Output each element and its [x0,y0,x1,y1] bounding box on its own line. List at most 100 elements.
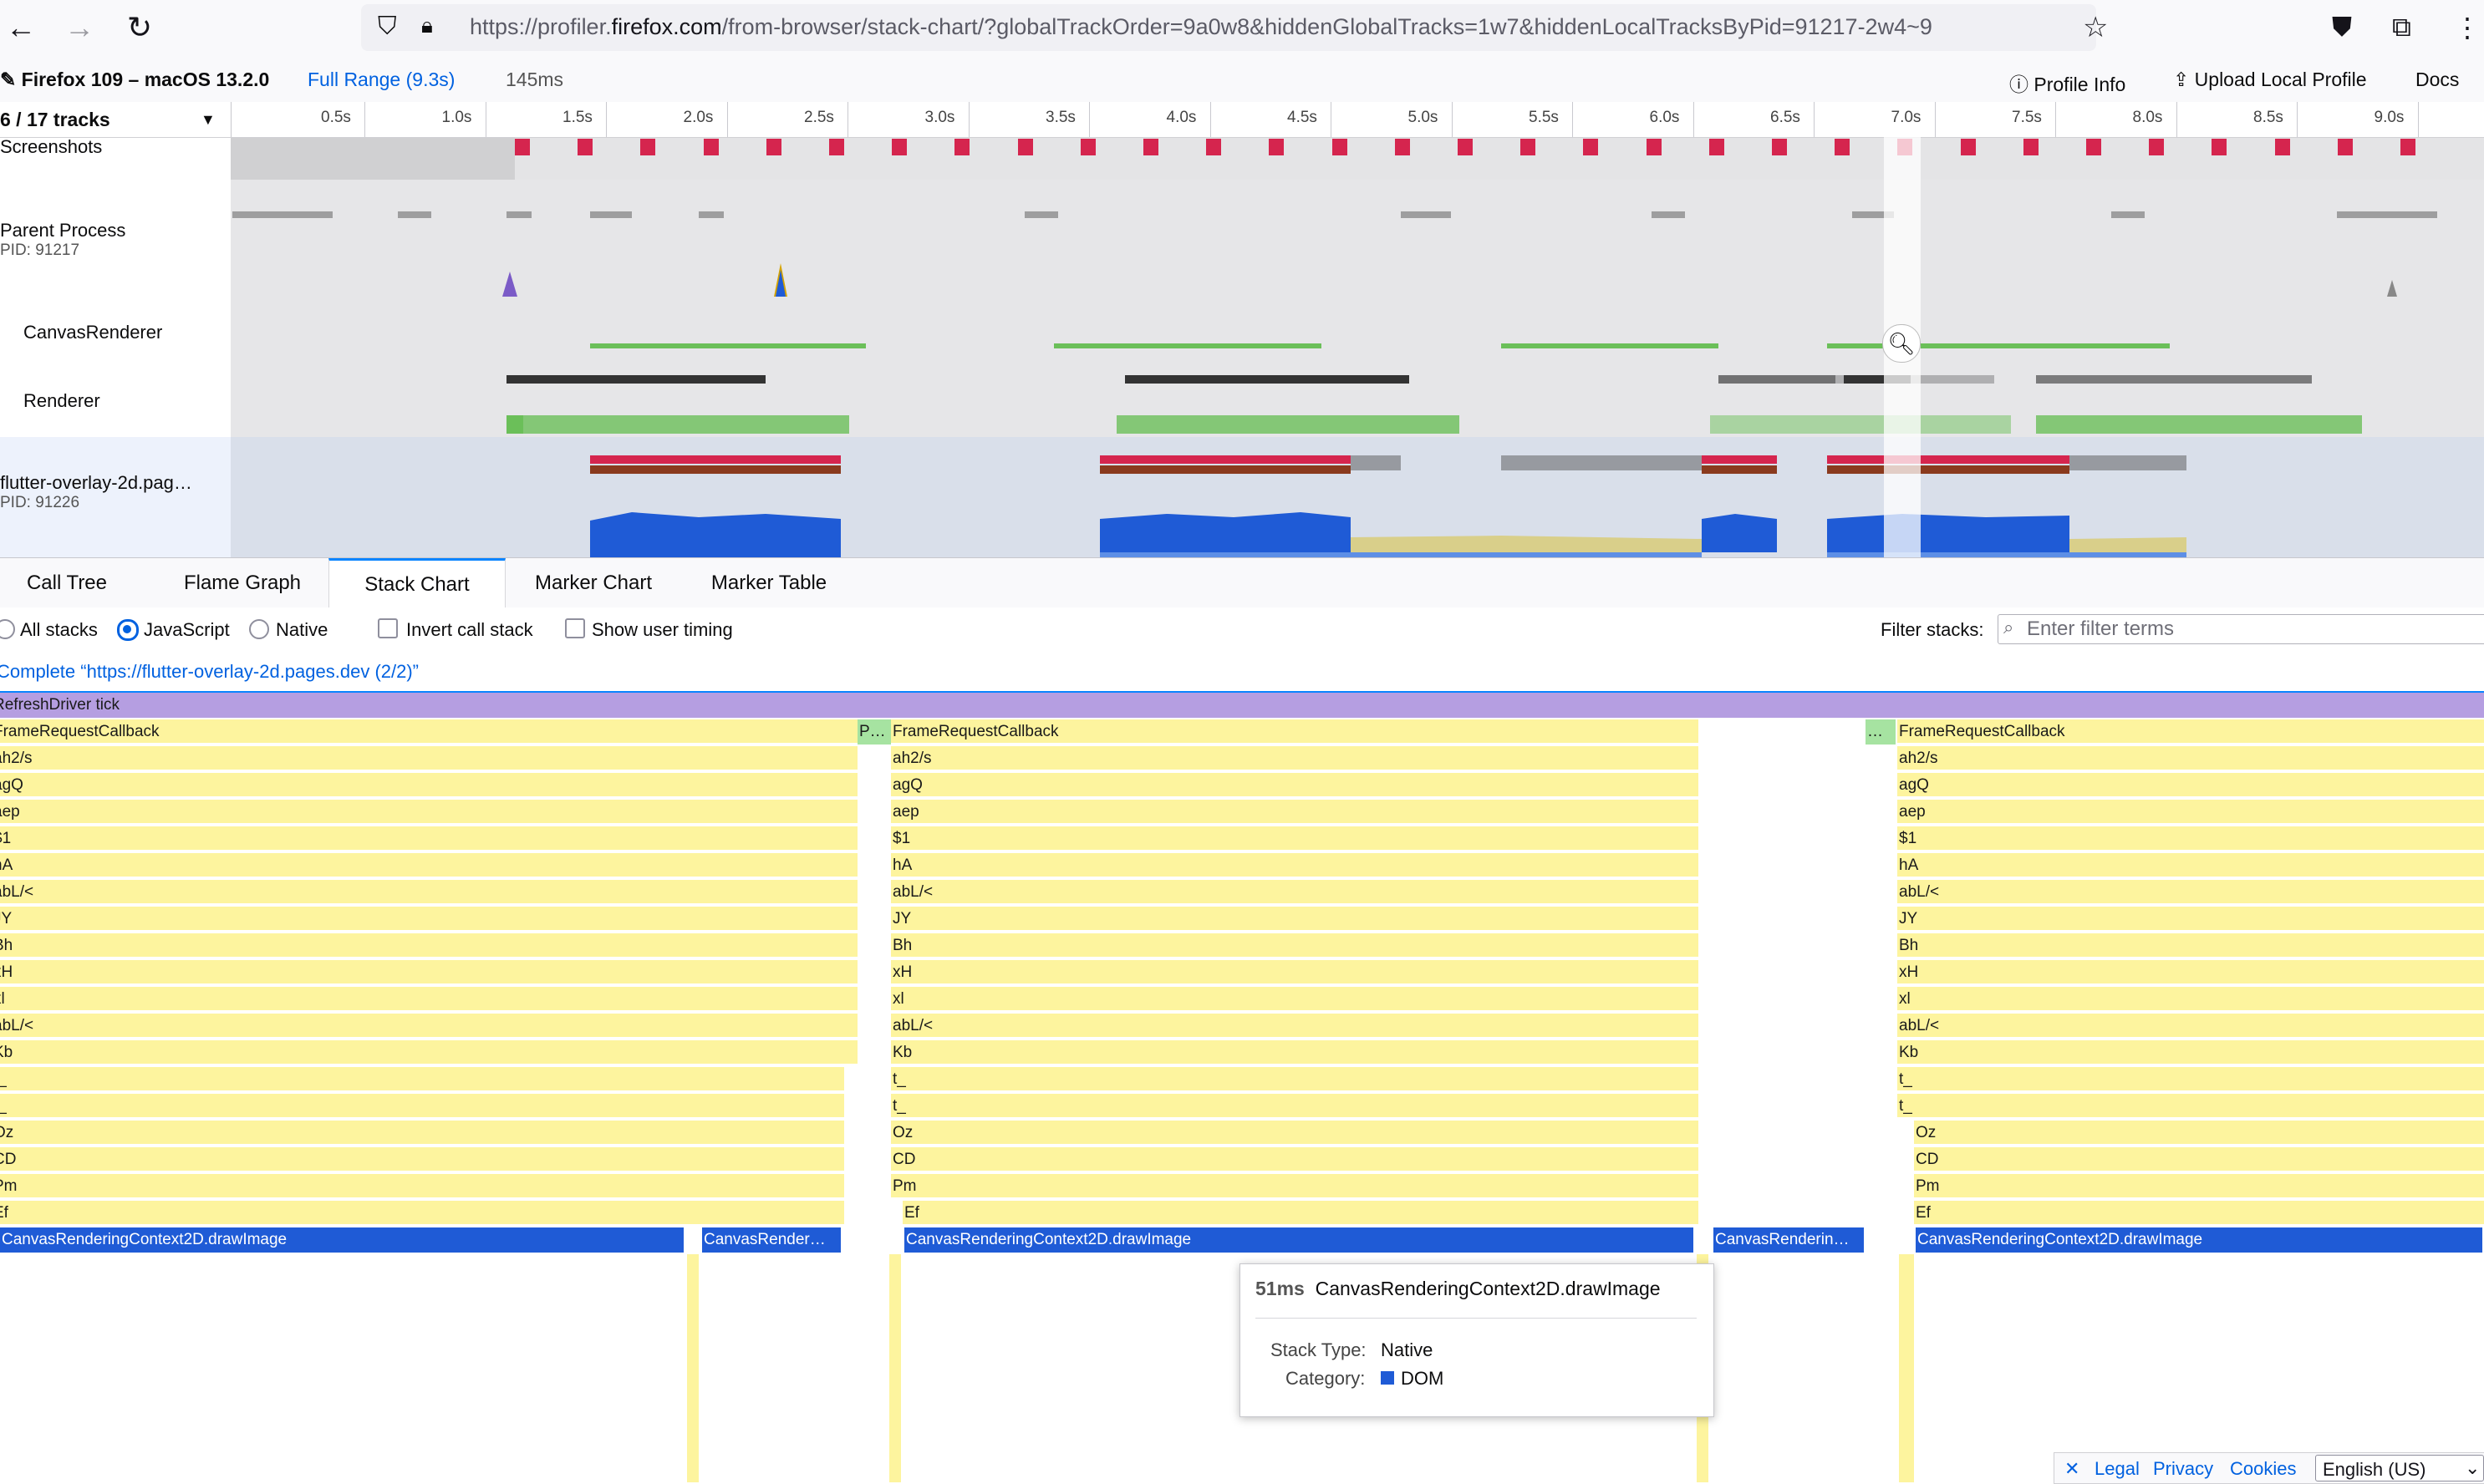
screenshot-thumbnail[interactable] [1960,139,1976,155]
stack-box-canvas-render[interactable]: CanvasRender… [702,1227,842,1253]
stack-box[interactable]: t_ [0,1067,844,1092]
stack-box[interactable]: t_ [891,1094,1698,1119]
screenshot-thumbnail[interactable] [1143,139,1158,155]
screenshot-thumbnail[interactable] [703,139,719,155]
timeline[interactable]: 6 / 17 tracks ▼ 0.5s 1.0s 1.5s 2.0s 2.5s 3.0s 3… [0,102,2484,592]
stack-box[interactable]: hA [0,853,858,878]
screenshots-track[interactable] [231,138,2484,180]
stack-box[interactable]: Kb [1897,1040,2484,1065]
screenshot-thumbnail[interactable] [829,139,844,155]
stack-strip[interactable] [1899,1254,1914,1482]
stack-box[interactable]: Pm [891,1174,1698,1199]
stack-box-short-a[interactable]: P… [858,719,891,745]
screenshot-thumbnail[interactable] [1206,139,1222,155]
parent-process-track[interactable] [231,180,2484,299]
stack-box[interactable]: FrameRequestCallback [1897,719,2484,745]
pocket-icon[interactable]: ⛊ [2332,12,2353,42]
stack-box[interactable]: Pm [0,1174,844,1199]
screenshot-thumbnail[interactable] [1394,139,1410,155]
breadcrumb[interactable]: Complete “https://flutter-overlay-2d.pag… [0,651,2484,693]
screenshot-thumbnail[interactable] [1331,139,1347,155]
screenshot-thumbnail[interactable] [640,139,656,155]
stack-box[interactable]: ah2/s [891,746,1698,771]
all-stacks-radio[interactable] [0,619,15,639]
screenshot-thumbnail[interactable] [2023,139,2039,155]
screenshot-thumbnail[interactable] [1646,139,1662,155]
filter-placeholder[interactable]: Enter filter terms [2027,617,2175,640]
stack-box[interactable]: abL/< [891,1014,1698,1039]
full-range-breadcrumb[interactable]: Full Range (9.3s) [308,69,456,90]
stack-box[interactable]: CD [891,1147,1698,1172]
show-user-timing-label[interactable]: Show user timing [592,619,733,640]
language-select[interactable]: English (US) ⌄ [2315,1455,2484,1481]
stack-box[interactable]: abL/< [1897,880,2484,905]
stack-box[interactable]: t_ [1897,1067,2484,1092]
stack-box[interactable]: CD [0,1147,844,1172]
stack-box[interactable]: aep [0,800,858,825]
stack-box[interactable]: t_ [1897,1094,2484,1119]
lock-icon[interactable]: 🔒︎ [421,13,433,38]
privacy-link[interactable]: Privacy [2153,1458,2214,1479]
javascript-radio[interactable] [117,619,139,641]
forward-icon[interactable]: → [64,10,94,44]
stack-box[interactable]: ah2/s [1897,746,2484,771]
stack-box[interactable]: t_ [891,1067,1698,1092]
stack-box-canvas-render[interactable]: CanvasRenderin… [1713,1227,1866,1253]
stack-box[interactable]: ah2/s [0,746,858,771]
stack-chart[interactable]: RefreshDriver tick FrameRequestCallbacka… [0,693,2484,1482]
stack-box[interactable]: xH [0,960,858,985]
stack-box[interactable]: xH [1897,960,2484,985]
stack-box[interactable]: Kb [891,1040,1698,1065]
tab-marker-table[interactable]: Marker Table [710,572,827,594]
screenshot-thumbnail[interactable] [2086,139,2101,155]
zoom-magnifier-icon[interactable]: 🔍︎ [1882,324,1921,363]
chevron-down-icon[interactable]: ⌄ [2465,1457,2481,1478]
selected-range[interactable] [1884,137,1921,592]
stack-box-drawimage[interactable]: CanvasRenderingContext2D.drawImage [904,1227,1695,1253]
screenshot-thumbnail[interactable] [1708,139,1724,155]
stack-box[interactable]: agQ [0,773,858,798]
tab-marker-chart[interactable]: Marker Chart [534,572,653,594]
tracking-shield-icon[interactable]: ⛉ [378,13,397,40]
stack-box[interactable]: $1 [0,826,858,851]
track-label-canvas-renderer[interactable]: CanvasRenderer [0,298,232,366]
stack-box[interactable]: JY [0,907,858,932]
stack-box[interactable]: CD [1914,1147,2484,1172]
native-label[interactable]: Native [276,619,328,640]
stack-box[interactable]: abL/< [0,880,858,905]
track-label-renderer[interactable]: Renderer [0,365,232,438]
screenshot-thumbnail[interactable] [1835,139,1850,155]
stack-box[interactable]: agQ [891,773,1698,798]
screenshot-thumbnail[interactable] [954,139,970,155]
profile-info-button[interactable]: ⓘ Profile Info [2009,74,2126,95]
stack-box[interactable]: abL/< [1897,1014,2484,1039]
all-stacks-label[interactable]: All stacks [20,619,98,640]
extensions-icon[interactable]: ⧉ [2392,12,2411,42]
bookmark-star-icon[interactable]: ☆ [2083,12,2109,43]
screenshot-thumbnail[interactable] [2149,139,2165,155]
close-icon[interactable]: ✕ [2064,1458,2080,1479]
stack-box[interactable]: xl [891,987,1698,1012]
stack-box[interactable]: FrameRequestCallback [891,719,1698,745]
app-menu-icon[interactable]: ⋮ [2454,13,2481,43]
breadcrumb-item[interactable]: Complete “https://flutter-overlay-2d.pag… [0,661,420,682]
upload-profile-button[interactable]: ⇪ Upload Local Profile [2173,69,2367,90]
stack-box[interactable]: Bh [1897,933,2484,958]
stack-box[interactable]: Bh [0,933,858,958]
stack-box[interactable]: xl [1897,987,2484,1012]
screenshot-thumbnail[interactable] [515,139,530,155]
docs-link[interactable]: Docs [2415,69,2460,90]
screenshot-thumbnail[interactable] [2400,139,2415,155]
screenshot-thumbnail[interactable] [2274,139,2290,155]
stack-box[interactable]: aep [1897,800,2484,825]
tab-call-tree[interactable]: Call Tree [26,572,108,594]
chevron-down-icon[interactable]: ▼ [201,110,216,128]
cookies-link[interactable]: Cookies [2230,1458,2297,1479]
url-text[interactable]: https://profiler.firefox.com/from-browse… [470,14,1932,39]
invert-call-stack-label[interactable]: Invert call stack [406,619,533,640]
screenshot-thumbnail[interactable] [578,139,593,155]
stack-box[interactable]: abL/< [891,880,1698,905]
stack-box[interactable]: Ef [1914,1201,2484,1226]
javascript-label[interactable]: JavaScript [144,619,230,640]
stack-box[interactable]: xH [891,960,1698,985]
